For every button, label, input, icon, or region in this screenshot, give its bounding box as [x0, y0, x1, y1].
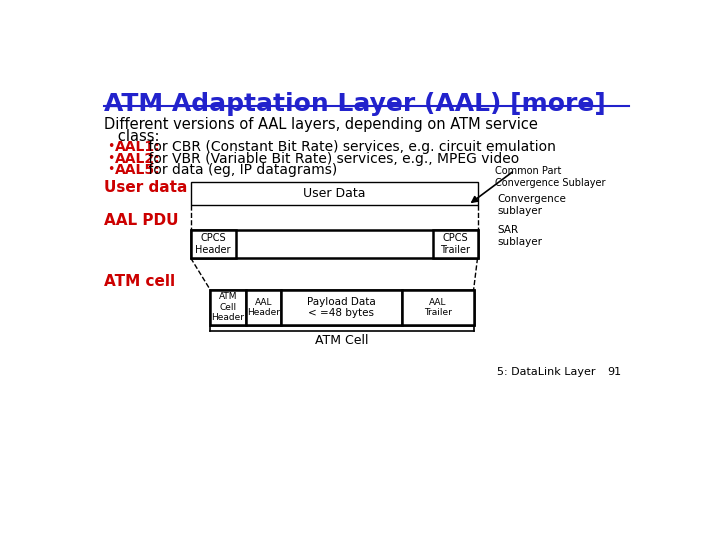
Text: •: •	[107, 152, 114, 165]
Text: ATM cell: ATM cell	[104, 274, 175, 289]
Text: •: •	[107, 140, 114, 153]
Text: AAL5:: AAL5:	[114, 164, 161, 177]
Text: AAL1:: AAL1:	[114, 140, 161, 154]
Bar	[191, 231, 235, 258]
Bar	[402, 289, 474, 325]
Bar	[433, 231, 477, 258]
Bar	[210, 289, 246, 325]
Text: •: •	[107, 164, 114, 177]
Text: Convergence
sublayer: Convergence sublayer	[498, 194, 567, 216]
Text: AAL
Header: AAL Header	[247, 298, 280, 317]
Text: 91: 91	[608, 367, 622, 376]
Text: class:: class:	[104, 129, 159, 144]
Text: User data: User data	[104, 180, 187, 195]
Text: AAL PDU: AAL PDU	[104, 213, 179, 228]
Text: for CBR (Constant Bit Rate) services, e.g. circuit emulation: for CBR (Constant Bit Rate) services, e.…	[144, 140, 556, 154]
Text: ATM
Cell
Header: ATM Cell Header	[212, 293, 245, 322]
Text: CPCS
Trailer: CPCS Trailer	[440, 233, 470, 255]
Text: for VBR (Variable Bit Rate) services, e.g., MPEG video: for VBR (Variable Bit Rate) services, e.…	[144, 152, 520, 166]
Text: Payload Data
< =48 bytes: Payload Data < =48 bytes	[307, 296, 376, 318]
Text: ATM Cell: ATM Cell	[315, 334, 369, 347]
Text: AAL
Trailer: AAL Trailer	[423, 298, 451, 317]
Text: ATM Adaptation Layer (AAL) [more]: ATM Adaptation Layer (AAL) [more]	[104, 92, 606, 116]
Text: Common Part
Convergence Sublayer: Common Part Convergence Sublayer	[495, 166, 605, 188]
Text: Different versions of AAL layers, depending on ATM service: Different versions of AAL layers, depend…	[104, 117, 538, 132]
Bar	[191, 182, 477, 205]
Text: CPCS
Header: CPCS Header	[195, 233, 231, 255]
Text: 5: DataLink Layer: 5: DataLink Layer	[497, 367, 595, 376]
Text: for data (eg, IP datagrams): for data (eg, IP datagrams)	[144, 164, 338, 177]
Bar	[246, 289, 282, 325]
Text: User Data: User Data	[303, 187, 365, 200]
Text: SAR
sublayer: SAR sublayer	[498, 225, 543, 247]
Bar	[282, 289, 402, 325]
Bar	[210, 289, 474, 325]
Text: AAL2:: AAL2:	[114, 152, 161, 166]
Bar	[191, 231, 477, 258]
